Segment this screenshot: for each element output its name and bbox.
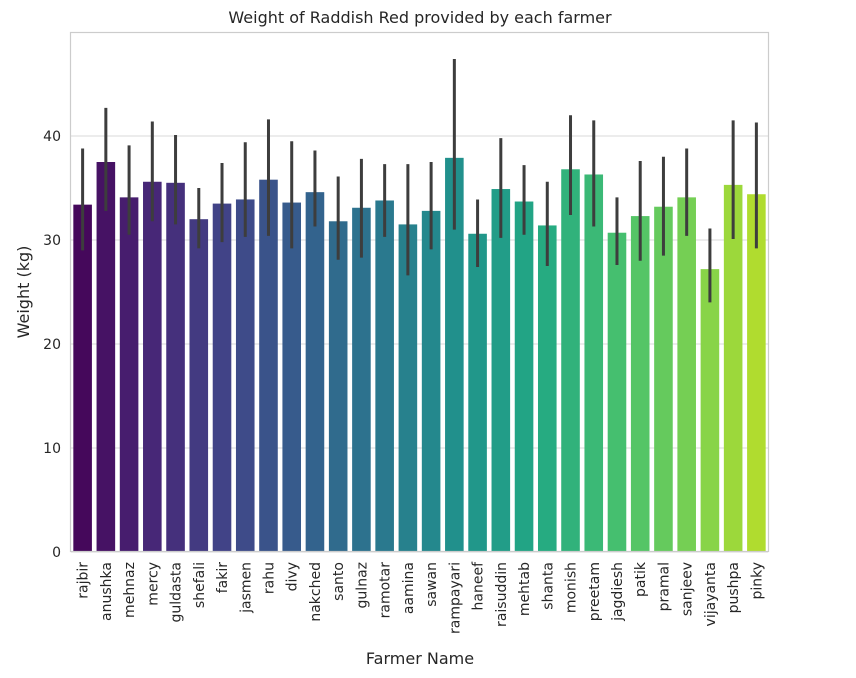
bar-santo (328, 221, 348, 552)
y-axis-label: Weight (kg) (14, 246, 33, 339)
x-tick-label: mehnaz (122, 562, 138, 618)
x-tick-label: pramal (656, 562, 672, 611)
bar-sawan (421, 210, 441, 552)
bar-sanjeev (677, 197, 696, 553)
bar-pinky (747, 194, 766, 553)
x-tick-label: haneef (471, 561, 487, 611)
x-tick-label: jasmen (238, 562, 254, 614)
x-tick-label: sanjeev (680, 562, 696, 616)
bar-haneef (468, 233, 487, 552)
x-tick-label: shefali (192, 562, 208, 608)
x-axis-label: Farmer Name (366, 649, 474, 668)
x-tick-label: vijayanta (703, 562, 719, 626)
x-tick-label: shanta (540, 562, 556, 610)
y-tick-label: 40 (43, 129, 61, 145)
bar-shanta (537, 225, 557, 552)
x-tick-label: anushka (99, 562, 115, 621)
x-tick-label: fakir (215, 562, 231, 594)
bar-rajbir (73, 204, 92, 552)
bar-aamina (398, 224, 418, 552)
x-tick-label: guldasta (169, 562, 185, 622)
bar-jagdiesh (607, 232, 627, 552)
x-tick-label: pinky (749, 562, 765, 600)
bar-mehnaz (119, 197, 139, 553)
bar-preetam (584, 174, 604, 553)
error-bars (81, 59, 758, 303)
x-tick-label: monish (564, 562, 580, 613)
bar-rahu (259, 179, 278, 552)
bar-rampayari (445, 157, 464, 552)
y-tick-label: 0 (52, 545, 61, 561)
x-tick-label: rampayari (447, 562, 463, 634)
x-tick-label: santo (331, 562, 347, 601)
bar-divy (282, 202, 302, 552)
x-tick-label: raisuddin (494, 562, 510, 627)
y-tick-label: 10 (43, 441, 61, 457)
y-tick-labels: 0 10 20 30 40 (43, 129, 61, 561)
x-tick-label: mercy (145, 562, 161, 606)
x-tick-label: rajbir (76, 562, 92, 599)
x-tick-label: jagdiesh (610, 562, 626, 622)
bar-vijayanta (700, 269, 720, 552)
bar-patik (630, 216, 650, 552)
x-tick-label: nakched (308, 562, 324, 622)
x-tick-labels: rajbir anushka mehnaz mercy guldasta shefali f… (76, 561, 766, 634)
bar-mercy (143, 181, 162, 552)
y-tick-label: 20 (43, 337, 61, 353)
x-tick-label: aamina (401, 562, 417, 614)
bar-raisuddin (491, 189, 511, 553)
bar-monish (561, 169, 580, 552)
bar-shefali (189, 219, 209, 552)
x-tick-label: divy (285, 562, 301, 591)
x-tick-label: ramotar (378, 562, 394, 619)
bar-nakched (305, 192, 325, 552)
x-tick-label: gulnaz (354, 562, 370, 608)
bar-gulnaz (352, 207, 371, 552)
plot-frame (69, 31, 770, 553)
bar-mehtab (514, 201, 534, 552)
x-tick-label: patik (633, 561, 649, 597)
x-tick-label: rahu (261, 562, 277, 594)
bar-guldasta (166, 182, 185, 553)
bar-anushka (96, 162, 116, 552)
bar-pushpa (723, 184, 743, 552)
x-tick-label: mehtab (517, 562, 533, 616)
bar-pramal (654, 206, 673, 552)
chart-title: Weight of Raddish Red provided by each f… (228, 8, 612, 27)
x-tick-label: sawan (424, 562, 440, 607)
bars (73, 157, 766, 553)
bar-ramotar (375, 200, 394, 553)
x-tick-label: preetam (587, 562, 603, 621)
bar-fakir (212, 203, 232, 552)
y-tick-label: 30 (43, 233, 61, 249)
x-tick-label: pushpa (726, 562, 742, 613)
bar-jasmen (235, 199, 255, 552)
